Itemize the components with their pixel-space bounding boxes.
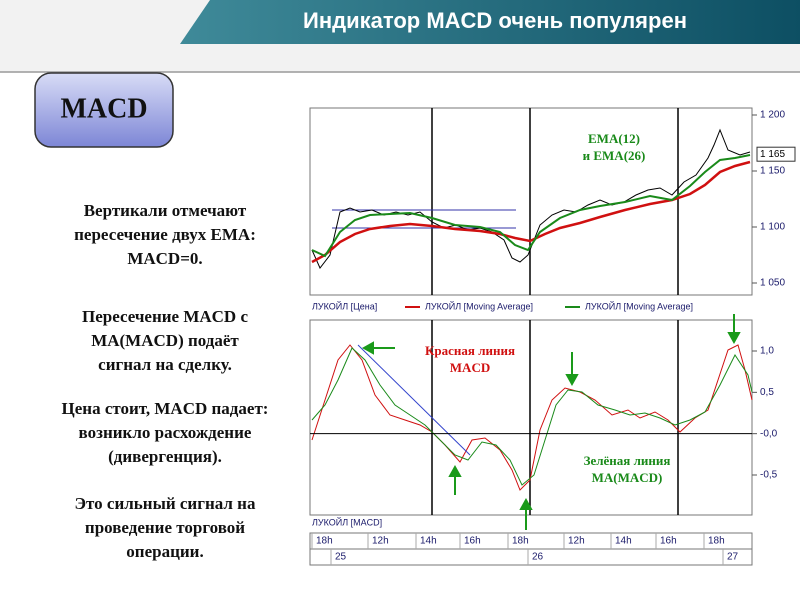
legend-label: ЛУКОЙЛ [Moving Average] (585, 300, 693, 311)
title: Индикатор MACD очень популярен (303, 8, 687, 33)
paragraph-line: Вертикали отмечают (84, 201, 247, 220)
legend-label: ЛУКОЙЛ [Цена] (312, 300, 377, 311)
hour-label: 18h (512, 536, 529, 547)
paragraph-line: возникло расхождение (79, 423, 252, 442)
hour-label: 16h (660, 536, 677, 547)
date-label: 27 (727, 552, 739, 563)
y-tick-label: 1 200 (760, 110, 785, 121)
paragraph-line: Это сильный сигнал на (75, 494, 256, 513)
date-label: 26 (532, 552, 544, 563)
header-banner (180, 0, 800, 44)
date-label: 25 (335, 552, 347, 563)
legend-label: ЛУКОЙЛ [Moving Average] (425, 300, 533, 311)
paragraph-line: пересечение двух EMA: (74, 225, 256, 244)
chart-labels: 1 200 1 150 1 100 1 050 1 165 EMA(12) и EMA(26… (310, 110, 796, 565)
hour-label: 12h (568, 536, 585, 547)
y-tick-label: 0,5 (760, 387, 774, 398)
legend-label: ЛУКОЙЛ [MACD] (312, 516, 382, 527)
trend-line (357, 344, 471, 456)
last-price-box (756, 146, 796, 162)
y-tick-label: 1 050 (760, 278, 785, 289)
paragraph-line: проведение торговой (85, 518, 245, 537)
ema-annotation: EMA(12) (588, 131, 640, 146)
hour-label: 12h (372, 536, 389, 547)
macd-note: MACD (450, 360, 490, 375)
paragraph-line: операции. (126, 542, 203, 561)
y-tick-label: 1,0 (760, 346, 774, 357)
hour-label: 14h (615, 536, 632, 547)
y-tick-label: 1 100 (760, 222, 785, 233)
paragraph-line: Цена стоит, MACD падает: (62, 399, 269, 418)
y-tick-label: -0,5 (760, 470, 778, 481)
badge (34, 72, 174, 148)
ema-12-line (311, 154, 751, 258)
y-tick-label: 1 150 (760, 166, 785, 177)
text-block: Вертикали отмечают пересечение двух EMA: M… (62, 201, 269, 561)
y-tick-label: -0,0 (760, 428, 778, 439)
macd-note: Красная линия (425, 343, 515, 358)
arrows (361, 314, 741, 530)
ema-26-line (311, 160, 751, 264)
hour-label: 16h (464, 536, 481, 547)
paragraph-line: MACD=0. (127, 249, 202, 268)
last-price-label: 1 165 (760, 149, 785, 160)
price-line (311, 128, 751, 269)
price-panel (309, 107, 753, 296)
paragraph-line: сигнал на сделку. (98, 355, 232, 374)
badge-text: MACD (60, 93, 147, 124)
hour-label: 18h (316, 536, 333, 547)
paragraph-line: (дивергенция). (108, 447, 222, 466)
paragraph-line: MA(MACD) подаёт (91, 331, 239, 350)
macd-panel (309, 319, 753, 516)
hour-label: 18h (708, 536, 725, 547)
ema-annotation: и EMA(26) (583, 148, 646, 163)
ma-note: MA(MACD) (592, 470, 663, 485)
hour-label: 14h (420, 536, 437, 547)
paragraph-line: Пересечение MACD с (82, 307, 248, 326)
macd-ma-line (311, 347, 753, 486)
ma-note: Зелёная линия (584, 453, 671, 468)
